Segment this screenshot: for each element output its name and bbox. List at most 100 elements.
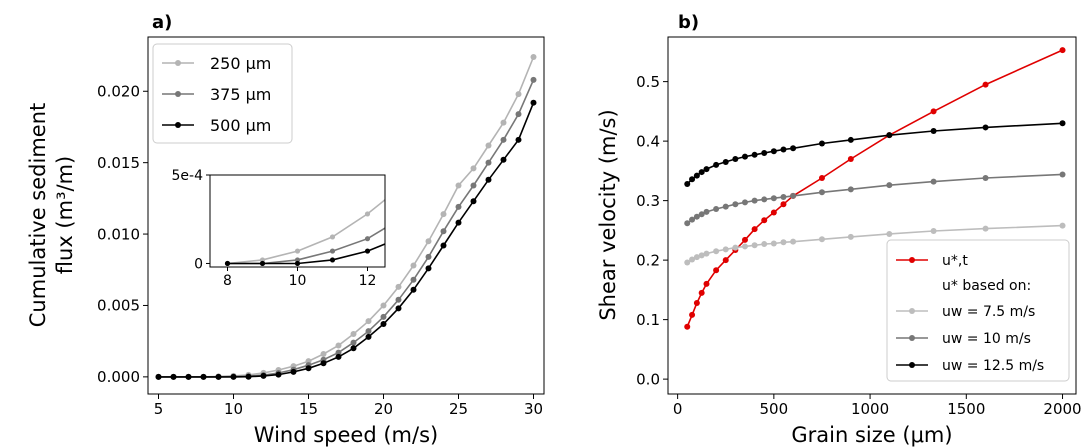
data-point xyxy=(455,182,462,189)
data-point xyxy=(350,339,357,346)
data-point xyxy=(455,203,462,210)
data-point xyxy=(761,196,768,203)
data-point xyxy=(260,372,267,379)
data-point xyxy=(440,211,447,218)
legend-marker xyxy=(175,91,181,97)
data-point xyxy=(930,227,937,234)
y-tick-label: 0.2 xyxy=(636,251,660,269)
panel-b-x-ticks: 0 500 1000 1500 2000 xyxy=(673,394,1082,418)
data-point xyxy=(320,360,327,367)
data-point xyxy=(1059,171,1066,178)
inset-data-point xyxy=(224,260,231,267)
data-point xyxy=(780,239,787,246)
data-point xyxy=(530,53,537,60)
x-tick-label: 1000 xyxy=(851,400,889,418)
data-point xyxy=(689,256,696,263)
y-tick-label: 0.005 xyxy=(97,297,140,315)
data-point xyxy=(818,236,825,243)
data-point xyxy=(230,373,237,380)
data-point xyxy=(530,76,537,83)
x-tick-label: 15 xyxy=(299,400,318,418)
inset-data-point xyxy=(364,248,371,254)
data-point xyxy=(689,176,696,183)
data-point xyxy=(982,225,989,232)
y-tick-label: 5e-4 xyxy=(172,168,204,184)
x-tick-label: 10 xyxy=(289,273,307,289)
legend-marker xyxy=(909,362,915,368)
data-point xyxy=(847,233,854,240)
data-point xyxy=(818,189,825,196)
data-point xyxy=(703,280,710,287)
data-point xyxy=(713,205,720,212)
inset-data-point xyxy=(364,236,371,242)
panel-a-inset-y-ticks: 0 5e-4 xyxy=(172,168,210,272)
panel-a-inset-x-ticks: 8 10 12 xyxy=(223,267,376,289)
data-point xyxy=(886,132,893,139)
legend-marker xyxy=(175,122,181,128)
data-point xyxy=(847,186,854,193)
y-tick-label: 0.020 xyxy=(97,83,140,101)
y-tick-label: 0.5 xyxy=(636,73,660,91)
data-point xyxy=(1059,47,1066,54)
data-point xyxy=(761,217,768,224)
data-point xyxy=(350,331,357,338)
legend-label: 250 μm xyxy=(210,54,271,73)
panel-a-y-axis-label-line1: Cumulative sediment xyxy=(26,103,50,327)
data-point xyxy=(515,111,522,118)
x-tick-label: 20 xyxy=(374,400,393,418)
legend-marker xyxy=(175,60,181,66)
data-point xyxy=(395,283,402,290)
y-tick-label: 0 xyxy=(194,256,203,272)
data-point xyxy=(751,226,758,233)
data-point xyxy=(485,176,492,183)
data-point xyxy=(886,230,893,237)
panel-b-legend-items: u*,t u* based on: uw = 7.5 m/s uw = 10 m/s u… xyxy=(896,253,1044,374)
data-point xyxy=(698,211,705,218)
series-line xyxy=(686,122,1063,185)
x-tick-label: 8 xyxy=(223,273,232,289)
panel-b-legend-box xyxy=(886,239,1070,382)
data-point xyxy=(335,342,342,349)
panel-a-legend-items: 250 μm 375 μm 500 μm xyxy=(162,54,271,135)
y-tick-label: 0.010 xyxy=(97,225,140,243)
data-point xyxy=(818,175,825,182)
data-point xyxy=(722,246,729,253)
data-point xyxy=(365,328,372,335)
x-tick-label: 30 xyxy=(524,400,543,418)
data-point xyxy=(684,259,691,266)
data-point xyxy=(470,165,477,172)
data-point xyxy=(689,216,696,223)
x-tick-label: 0 xyxy=(673,400,683,418)
data-point xyxy=(440,242,447,249)
data-point xyxy=(425,253,432,260)
data-point xyxy=(722,158,729,165)
data-point xyxy=(741,153,748,160)
data-point xyxy=(761,241,768,248)
data-point xyxy=(1059,120,1066,127)
panel-b-plot-area xyxy=(684,47,1066,330)
data-point xyxy=(410,286,417,293)
data-point xyxy=(713,267,720,274)
inset-series-line xyxy=(227,243,386,265)
panel-b-frame xyxy=(667,36,1077,395)
data-point xyxy=(713,248,720,255)
data-point xyxy=(770,209,777,216)
data-point xyxy=(500,136,507,143)
y-tick-label: 0.4 xyxy=(636,132,660,150)
x-tick-label: 5 xyxy=(154,400,164,418)
y-tick-label: 0.0 xyxy=(636,370,660,388)
data-point xyxy=(698,252,705,259)
panel-b-y-axis-label: Shear velocity (m/s) xyxy=(596,109,620,320)
data-point xyxy=(485,159,492,166)
panel-b-x-axis-label: Grain size (μm) xyxy=(791,423,952,447)
data-point xyxy=(689,311,696,318)
data-point xyxy=(684,180,691,187)
data-point xyxy=(693,254,700,261)
legend-label: uw = 7.5 m/s xyxy=(942,304,1035,320)
panel-a-plot-area xyxy=(155,53,537,380)
series-line xyxy=(686,173,1063,224)
data-point xyxy=(741,199,748,206)
data-point xyxy=(751,242,758,249)
data-point xyxy=(350,345,357,352)
